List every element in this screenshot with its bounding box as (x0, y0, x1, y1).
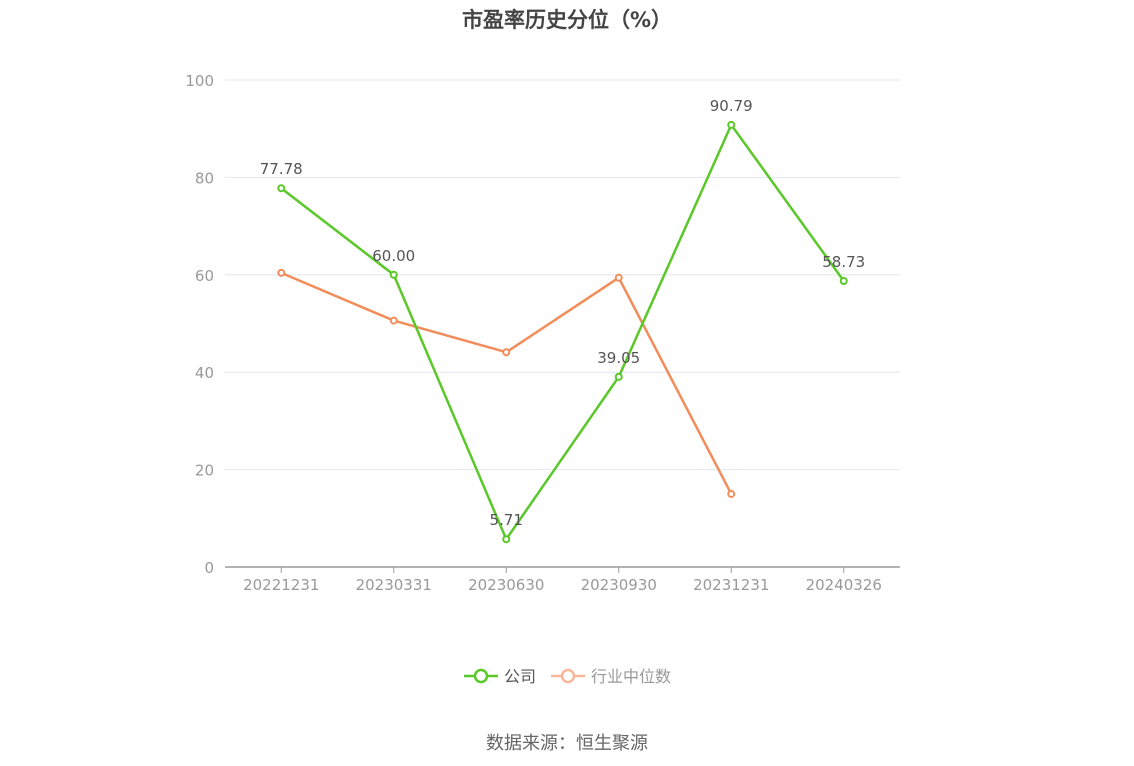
y-tick-label: 60 (195, 267, 214, 285)
legend[interactable]: 公司 行业中位数 (464, 667, 671, 686)
data-label: 90.79 (710, 97, 753, 115)
legend-label: 行业中位数 (591, 667, 671, 686)
y-tick-label: 100 (185, 72, 214, 90)
series-lines (277, 120, 848, 544)
y-tick-label: 0 (204, 559, 214, 577)
data-point[interactable] (277, 268, 286, 277)
x-tick-label: 20221231 (243, 576, 319, 594)
data-label: 60.00 (372, 247, 415, 265)
data-labels: 77.78 60.00 5.71 39.05 90.79 58.73 (260, 97, 865, 529)
data-point[interactable] (389, 270, 398, 279)
x-tick-label: 20230930 (581, 576, 657, 594)
chart-title: 市盈率历史分位（%） (461, 8, 673, 32)
data-label: 58.73 (822, 253, 865, 271)
y-tick-label: 40 (195, 364, 214, 382)
x-tick-label: 20230630 (468, 576, 544, 594)
data-point[interactable] (502, 348, 511, 357)
x-tick-label: 20231231 (693, 576, 769, 594)
series-line-0 (280, 123, 845, 541)
x-tick-label: 20230331 (356, 576, 432, 594)
data-label: 5.71 (490, 511, 523, 529)
data-point[interactable] (727, 489, 736, 498)
y-tick-label: 80 (195, 169, 214, 187)
data-point[interactable] (614, 273, 623, 282)
x-tick-label: 20240326 (806, 576, 882, 594)
legend-marker-icon (560, 668, 576, 684)
axes: 0 20 40 60 80 100 20221231 20230331 20230630 2023… (185, 72, 900, 594)
data-source: 数据来源：恒生聚源 (486, 733, 648, 754)
data-point[interactable] (614, 372, 623, 381)
data-point[interactable] (277, 184, 286, 193)
grid-lines (225, 79, 900, 471)
legend-item-0[interactable]: 公司 (464, 667, 536, 686)
data-point[interactable] (727, 120, 736, 129)
data-point[interactable] (389, 316, 398, 325)
data-label: 77.78 (260, 160, 303, 178)
legend-label: 公司 (504, 667, 536, 686)
legend-marker-icon (473, 668, 489, 684)
data-label: 39.05 (597, 349, 640, 367)
data-point[interactable] (502, 535, 511, 544)
series-line-1 (280, 271, 733, 495)
legend-item-1[interactable]: 行业中位数 (551, 667, 671, 686)
y-tick-label: 20 (195, 462, 214, 480)
data-point[interactable] (839, 276, 848, 285)
